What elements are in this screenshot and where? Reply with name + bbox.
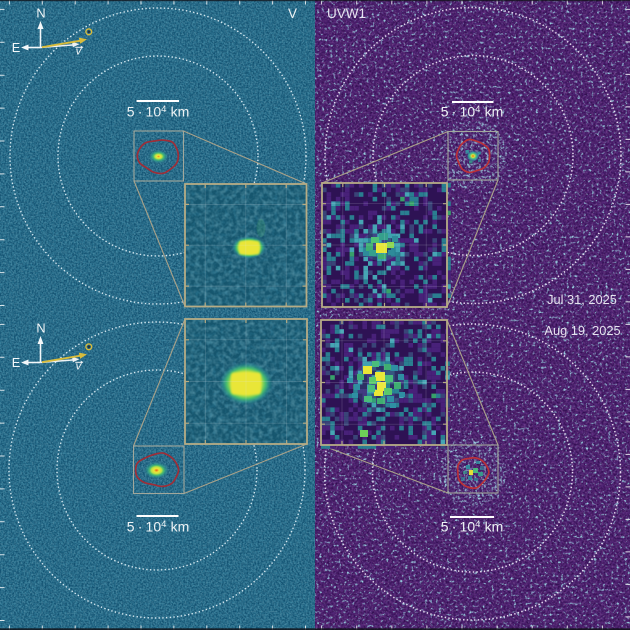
- svg-text:E: E: [12, 40, 21, 55]
- svg-text:v: v: [76, 360, 83, 372]
- svg-text:E: E: [12, 355, 21, 370]
- svg-text:V: V: [288, 6, 297, 21]
- svg-text:Aug 19, 2025: Aug 19, 2025: [544, 323, 620, 338]
- svg-text:v: v: [76, 45, 83, 57]
- svg-text:UVW1: UVW1: [327, 6, 366, 21]
- svg-text:Jul 31, 2025: Jul 31, 2025: [547, 292, 617, 307]
- svg-text:N: N: [36, 321, 45, 336]
- svg-text:N: N: [36, 6, 45, 21]
